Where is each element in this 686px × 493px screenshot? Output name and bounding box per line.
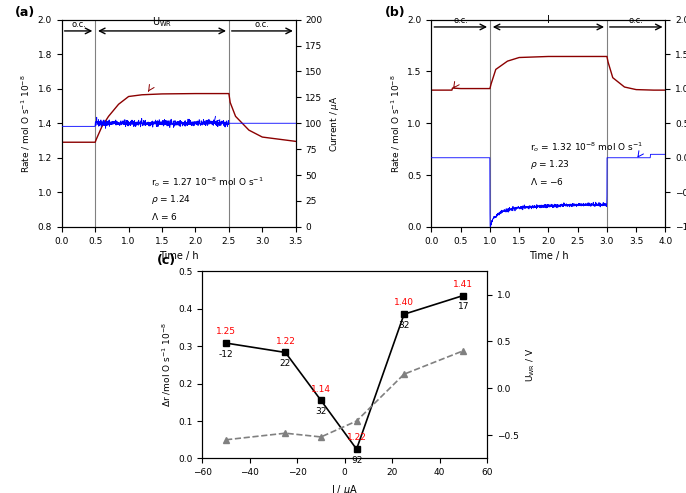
Text: 1.41: 1.41	[453, 280, 473, 289]
Text: 1.22: 1.22	[346, 433, 366, 442]
Y-axis label: Current / $\mu$A: Current / $\mu$A	[329, 95, 341, 152]
X-axis label: I / $\mu$A: I / $\mu$A	[331, 483, 358, 493]
Text: I: I	[547, 15, 550, 25]
Text: 1.22: 1.22	[276, 337, 296, 346]
Y-axis label: U$_{\rm WR}$ / V: U$_{\rm WR}$ / V	[524, 348, 536, 382]
Text: 1.25: 1.25	[216, 327, 236, 336]
Text: (b): (b)	[385, 5, 405, 19]
Text: r$_o$ = 1.32 10$^{-8}$ mol O s$^{-1}$
$\rho$ = 1.23
$\Lambda$ = $-$6: r$_o$ = 1.32 10$^{-8}$ mol O s$^{-1}$ $\…	[530, 140, 643, 187]
Text: o.c.: o.c.	[629, 16, 643, 25]
X-axis label: Time / h: Time / h	[159, 251, 198, 261]
Text: 92: 92	[351, 456, 362, 465]
Text: o.c.: o.c.	[255, 20, 270, 29]
Text: (c): (c)	[157, 254, 176, 267]
Y-axis label: Rate / mol O s$^{-1}$ 10$^{-8}$: Rate / mol O s$^{-1}$ 10$^{-8}$	[20, 74, 32, 173]
Text: 17: 17	[458, 302, 469, 311]
Text: -12: -12	[219, 350, 233, 359]
Text: r$_o$ = 1.27 10$^{-8}$ mol O s$^{-1}$
$\rho$ = 1.24
$\Lambda$ = 6: r$_o$ = 1.27 10$^{-8}$ mol O s$^{-1}$ $\…	[151, 175, 263, 222]
Text: 32: 32	[316, 407, 327, 416]
X-axis label: Time / h: Time / h	[529, 251, 568, 261]
Text: (a): (a)	[15, 5, 35, 19]
Text: o.c.: o.c.	[453, 16, 468, 25]
Y-axis label: Rate / mol O s$^{-1}$ 10$^{-8}$: Rate / mol O s$^{-1}$ 10$^{-8}$	[390, 74, 402, 173]
Text: 1.40: 1.40	[394, 298, 414, 308]
Text: 1.14: 1.14	[311, 385, 331, 394]
Text: U$_{\rm WR}$: U$_{\rm WR}$	[152, 15, 172, 29]
Text: o.c.: o.c.	[71, 20, 86, 29]
Text: 32: 32	[399, 321, 410, 330]
Text: 22: 22	[280, 359, 291, 368]
Y-axis label: $\Delta$r /mol O s$^{-1}$ 10$^{-8}$: $\Delta$r /mol O s$^{-1}$ 10$^{-8}$	[161, 322, 173, 407]
